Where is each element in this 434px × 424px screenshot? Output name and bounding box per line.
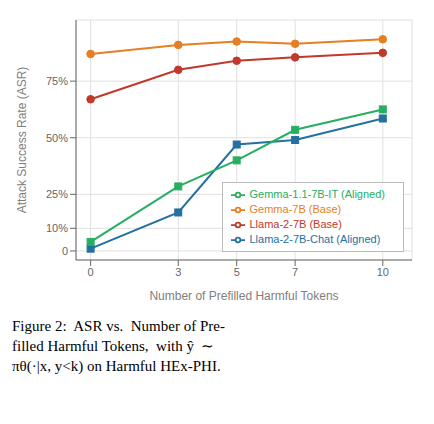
svg-text:7: 7 [292, 266, 298, 278]
svg-text:Number of Prefilled Harmful To: Number of Prefilled Harmful Tokens [149, 289, 338, 303]
svg-text:50%: 50% [46, 132, 68, 144]
html-text:Figure 2: ASR vs. Number of Pr: Figure 2: ASR vs. Number of Pre- [12, 318, 225, 334]
svg-text:0: 0 [62, 245, 68, 257]
html-text:Llama-2-7B (Base): Llama-2-7B (Base) [249, 217, 342, 230]
svg-text:0: 0 [88, 266, 94, 278]
svg-text:25%: 25% [46, 188, 68, 200]
svg-text:3: 3 [175, 266, 181, 278]
svg-text:75%: 75% [46, 75, 68, 87]
html-text:πθ(·|x, y<k) on Harmful HEx-PH: πθ(·|x, y<k) on Harmful HEx-PHI. [12, 358, 221, 374]
html-text:Gemma-1.1-7B-IT (Aligned): Gemma-1.1-7B-IT (Aligned) [249, 187, 385, 200]
html-text:filled Harmful Tokens, with ŷ: filled Harmful Tokens, with ŷ ∼ [12, 338, 215, 354]
svg-text:5: 5 [234, 266, 240, 278]
svg-text:10: 10 [377, 266, 389, 278]
html-text:Llama-2-7B-Chat (Aligned): Llama-2-7B-Chat (Aligned) [249, 232, 381, 245]
html-text:Gemma-7B (Base): Gemma-7B (Base) [249, 202, 342, 215]
svg-text:10%: 10% [46, 222, 68, 234]
svg-text:Attack Success Rate (ASR): Attack Success Rate (ASR) [15, 67, 29, 214]
